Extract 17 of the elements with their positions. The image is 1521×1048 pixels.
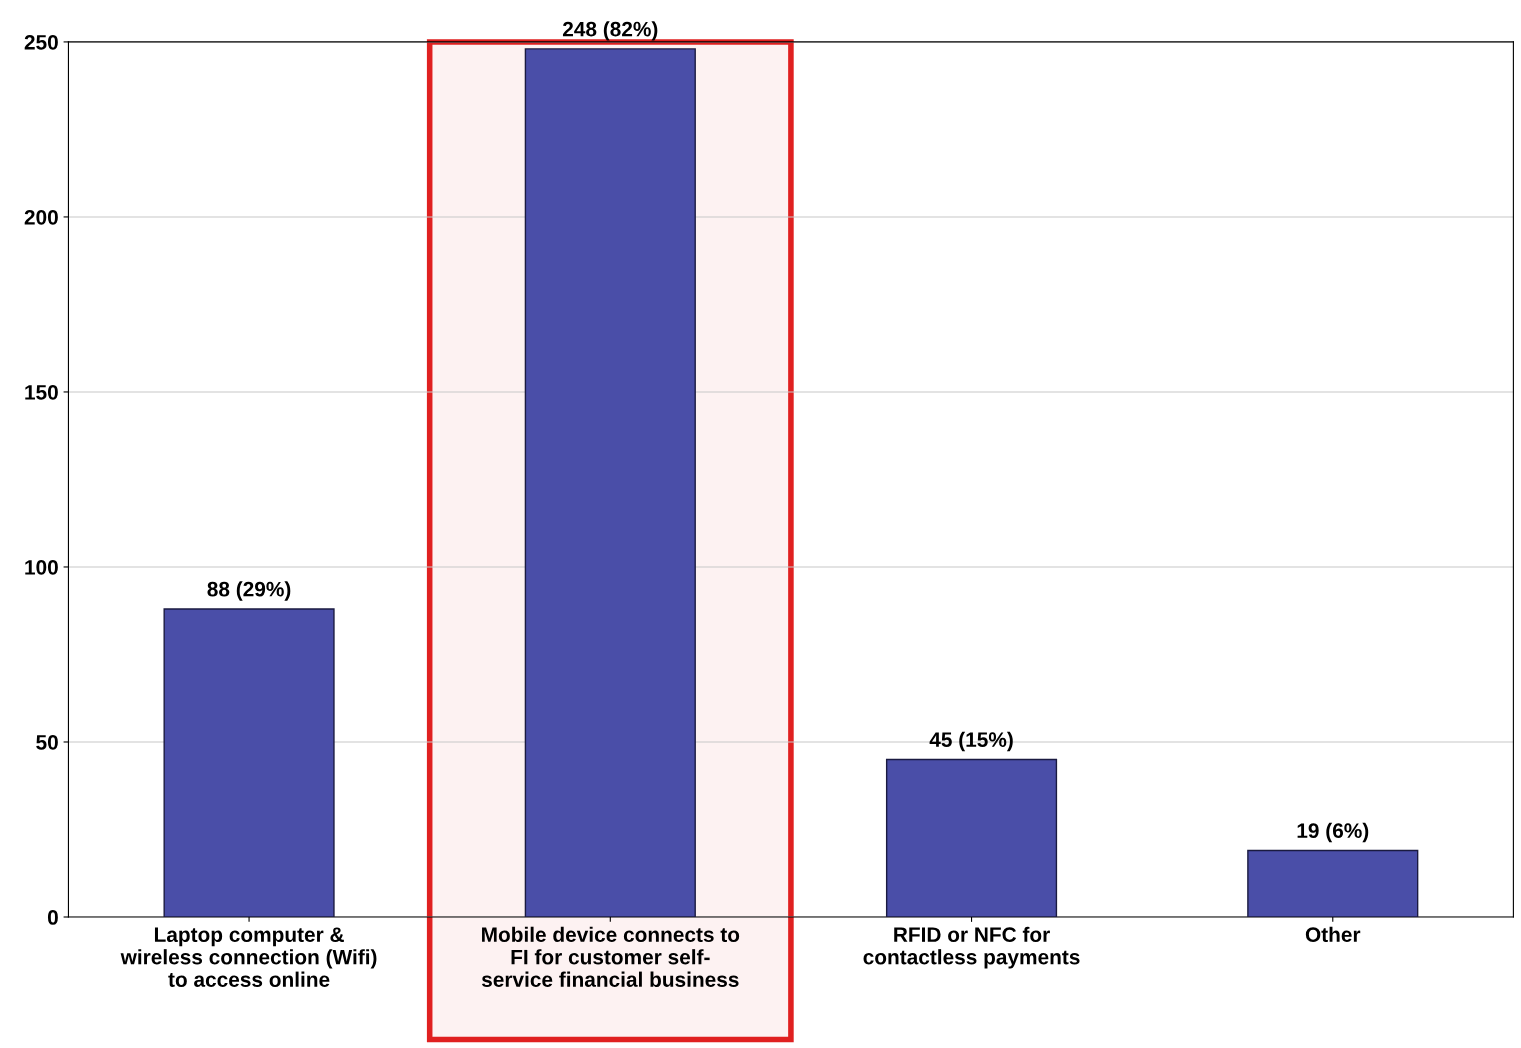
data-label: 19 (6%) [1297, 822, 1369, 843]
y-tick-label: 50 [36, 734, 58, 750]
data-label: 88 (29%) [207, 581, 291, 601]
x-tick-label: Laptop computer & wireless connection (Wifi) to access online [120, 927, 377, 987]
y-tick-label: 200 [24, 209, 58, 225]
data-label: 248 (82%) [562, 21, 658, 41]
x-tick-label: Other [1305, 926, 1361, 943]
y-tick-label: 0 [47, 910, 58, 925]
x-tick-label: RFID or NFC for contactless payments [863, 926, 1080, 969]
y-tick-label: 150 [25, 384, 58, 400]
bar [1247, 849, 1419, 917]
x-tick-label: Mobile device connects to FI for customer self- service financial business [481, 926, 740, 987]
bar [885, 758, 1058, 917]
y-tick-label: 250 [24, 34, 58, 50]
bar [163, 608, 335, 917]
y-tick-label: 100 [25, 559, 58, 575]
data-label: 45 (15%) [929, 731, 1013, 752]
